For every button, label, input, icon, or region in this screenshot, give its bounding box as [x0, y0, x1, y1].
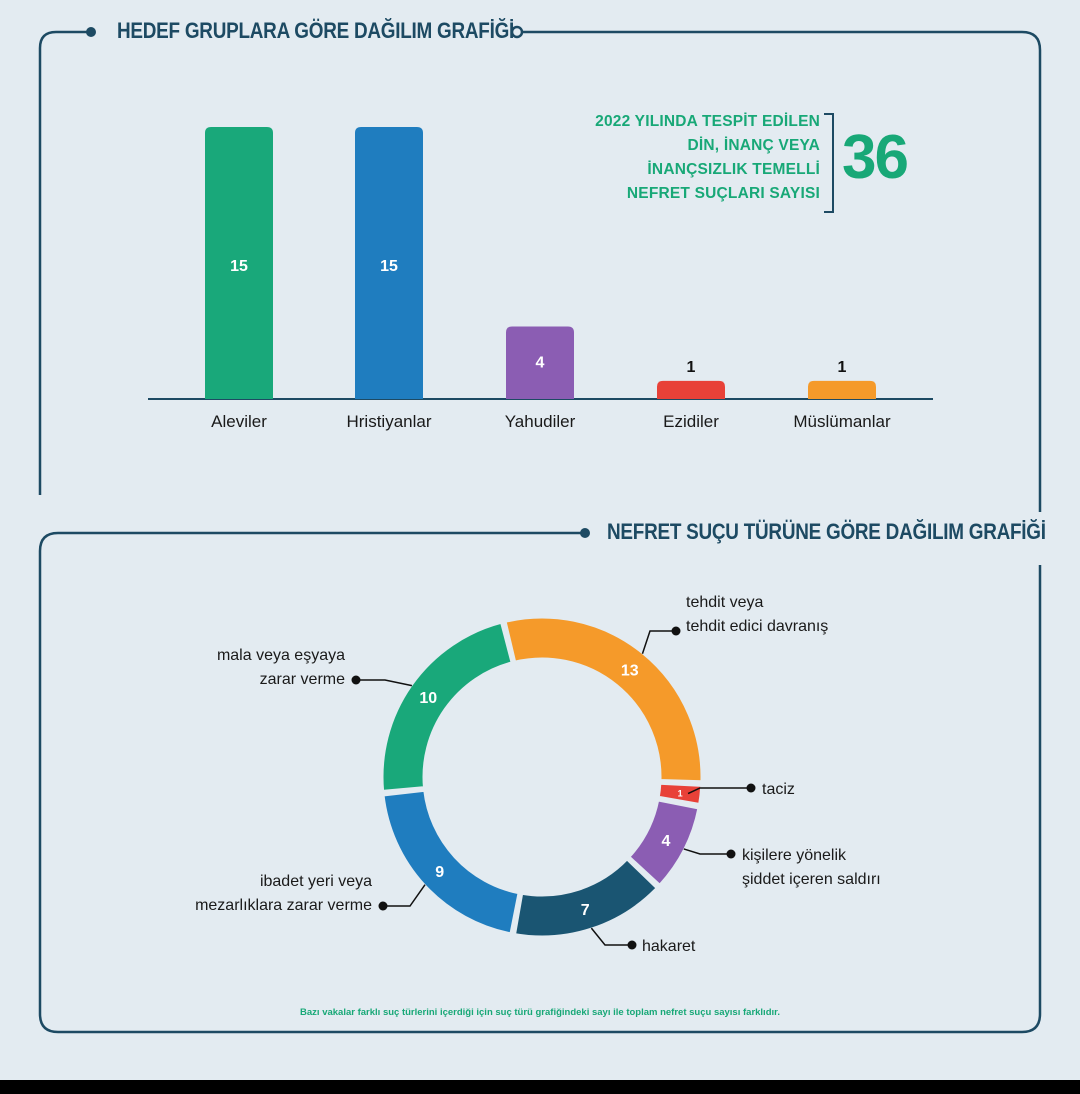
- donut-chart-title: NEFRET SUÇU TÜRÜNE GÖRE DAĞILIM GRAFİĞİ: [607, 519, 1046, 544]
- bar-value-label: 15: [380, 258, 398, 275]
- x-tick-label: Müslümanlar: [793, 412, 891, 431]
- leader-line: [641, 630, 676, 654]
- bar-value-label: 1: [687, 359, 696, 376]
- slice-value-label: 10: [419, 690, 437, 707]
- leader-dot: [726, 849, 736, 859]
- bar-value-label: 1: [838, 359, 847, 376]
- slice-category-label: tehdit veya: [686, 594, 763, 611]
- slice-category-label: mala veya eşyaya: [217, 647, 345, 664]
- slice-value-label: 4: [661, 833, 670, 850]
- stat-line: 2022 YILINDA TESPİT EDİLEN: [595, 113, 820, 130]
- slice-value-label: 9: [435, 864, 444, 881]
- stat-bracket: [824, 113, 834, 213]
- total-stat-label: 2022 YILINDA TESPİT EDİLEN DİN, İNANÇ VE…: [540, 110, 820, 206]
- slice-category-label: şiddet içeren saldırı: [742, 871, 881, 888]
- leader-line: [356, 679, 413, 687]
- slice-value-label: 7: [581, 902, 590, 919]
- donut-slice: [380, 620, 514, 794]
- stat-line: NEFRET SUÇLARI SAYISI: [626, 185, 820, 202]
- slice-value-label: 13: [621, 662, 639, 679]
- slice-category-label: hakaret: [642, 938, 696, 955]
- slice-category-label: tehdit edici davranış: [686, 618, 828, 635]
- leader-dot: [746, 783, 756, 793]
- bar-chart-title: HEDEF GRUPLARA GÖRE DAĞILIM GRAFİĞİ: [117, 18, 515, 43]
- leader-dot: [671, 626, 681, 636]
- x-tick-label: Hristiyanlar: [346, 412, 431, 431]
- leader-line: [383, 884, 426, 907]
- bar: [808, 380, 876, 399]
- leader-line: [687, 787, 751, 795]
- bar: [205, 127, 273, 399]
- donut-slice: [381, 788, 521, 936]
- stat-line: İNANÇSIZLIK TEMELLİ: [647, 161, 820, 178]
- leader-line: [683, 848, 731, 855]
- donut-slice: [512, 856, 660, 939]
- screen-bottom-bar: [0, 1080, 1080, 1094]
- slice-category-label: kişilere yönelik: [742, 847, 847, 864]
- slice-category-label: ibadet yeri veya: [260, 873, 372, 890]
- bar: [355, 127, 423, 399]
- slice-category-label: taciz: [762, 781, 795, 798]
- donut-slice: [503, 615, 704, 784]
- slice-category-label: zarar verme: [260, 671, 345, 688]
- slice-value-label: 1: [678, 789, 683, 799]
- bar-value-label: 4: [536, 354, 545, 371]
- leader-dot: [351, 675, 361, 685]
- stat-line: DİN, İNANÇ VEYA: [687, 137, 820, 154]
- bar-value-label: 15: [230, 258, 248, 275]
- x-tick-label: Ezidiler: [663, 412, 719, 431]
- x-tick-label: Aleviler: [211, 412, 267, 431]
- leader-dot: [627, 940, 637, 950]
- leader-dot: [378, 901, 388, 911]
- bar: [657, 380, 725, 399]
- donut-slice: [626, 798, 701, 888]
- footnote: Bazı vakalar farklı suç türlerini içerdi…: [300, 1007, 780, 1018]
- leader-line: [590, 927, 632, 946]
- slice-category-label: mezarlıklara zarar verme: [195, 897, 372, 914]
- x-tick-label: Yahudiler: [505, 412, 576, 431]
- donut-slice: [656, 781, 704, 807]
- bar: [506, 326, 574, 399]
- total-stat-value: 36: [842, 123, 909, 192]
